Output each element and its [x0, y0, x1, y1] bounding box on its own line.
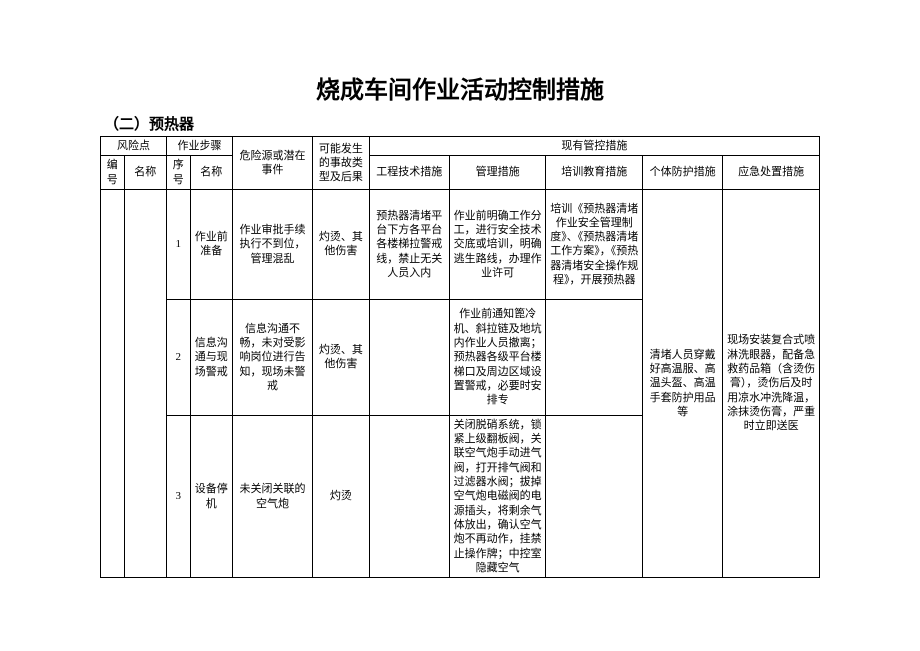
cell-step-name: 作业前准备 — [190, 189, 232, 299]
cell-train: 培训《预热器清堵作业安全管理制度》、《预热器清堵工作方案》，《预热器清堵安全操作… — [546, 189, 643, 299]
cell-step-seq: 1 — [166, 189, 190, 299]
cell-hazard: 未关闭关联的空气炮 — [232, 415, 312, 577]
cell-risk-name — [124, 189, 166, 577]
cell-event: 灼烫 — [313, 415, 370, 577]
th-ppe: 个体防护措施 — [643, 156, 723, 190]
cell-step-name: 设备停机 — [190, 415, 232, 577]
th-controls: 现有管控措施 — [369, 137, 819, 156]
header-row-1: 风险点 作业步骤 危险源或潜在事件 可能发生的事故类型及后果 现有管控措施 — [101, 137, 820, 156]
th-name: 名称 — [124, 156, 166, 190]
table-row: 1 作业前准备 作业审批手续执行不到位，管理混乱 灼烫、其他伤害 预热器清堵平台… — [101, 189, 820, 299]
th-risk-point: 风险点 — [101, 137, 167, 156]
th-mgmt: 管理措施 — [449, 156, 546, 190]
th-eng: 工程技术措施 — [369, 156, 449, 190]
cell-step-name: 信息沟通与现场警戒 — [190, 299, 232, 415]
th-seq2: 序号 — [166, 156, 190, 190]
th-train: 培训教育措施 — [546, 156, 643, 190]
cell-hazard: 信息沟通不畅，未对受影响岗位进行告知，现场未警戒 — [232, 299, 312, 415]
th-work-step: 作业步骤 — [166, 137, 232, 156]
th-seq: 编号 — [101, 156, 125, 190]
cell-ppe: 清堵人员穿戴好高温服、高温头盔、高温手套防护用品等 — [643, 189, 723, 577]
cell-train — [546, 415, 643, 577]
cell-step-seq: 2 — [166, 299, 190, 415]
control-measures-table: 风险点 作业步骤 危险源或潜在事件 可能发生的事故类型及后果 现有管控措施 编号… — [100, 136, 820, 578]
cell-mgmt: 作业前明确工作分工，进行安全技术交底或培训，明确逃生路线，办理作业许可 — [449, 189, 546, 299]
section-subtitle: （二）预热器 — [100, 113, 820, 134]
cell-risk-seq — [101, 189, 125, 577]
th-name2: 名称 — [190, 156, 232, 190]
cell-eng — [369, 299, 449, 415]
cell-step-seq: 3 — [166, 415, 190, 577]
cell-train — [546, 299, 643, 415]
header-row-2: 编号 名称 序号 名称 工程技术措施 管理措施 培训教育措施 个体防护措施 应急… — [101, 156, 820, 190]
cell-emerg: 现场安装复合式喷淋洗眼器，配备急救药品箱（含烫伤膏），烫伤后及时用凉水冲洗降温，… — [723, 189, 820, 577]
page-title: 烧成车间作业活动控制措施 — [100, 70, 820, 105]
cell-mgmt: 关闭脱硝系统，锁紧上级翻板阀，关联空气炮手动进气阀，打开排气阀和过滤器水阀；拔掉… — [449, 415, 546, 577]
th-hazard: 危险源或潜在事件 — [232, 137, 312, 190]
cell-eng: 预热器清堵平台下方各平台各楼梯拉警戒线，禁止无关人员入内 — [369, 189, 449, 299]
cell-eng — [369, 415, 449, 577]
th-emerg: 应急处置措施 — [723, 156, 820, 190]
cell-event: 灼烫、其他伤害 — [313, 189, 370, 299]
cell-event: 灼烫、其他伤害 — [313, 299, 370, 415]
th-event: 可能发生的事故类型及后果 — [313, 137, 370, 190]
cell-hazard: 作业审批手续执行不到位，管理混乱 — [232, 189, 312, 299]
cell-mgmt: 作业前通知篦冷机、斜拉链及地坑内作业人员撤离；预热器各级平台楼梯口及周边区域设置… — [449, 299, 546, 415]
